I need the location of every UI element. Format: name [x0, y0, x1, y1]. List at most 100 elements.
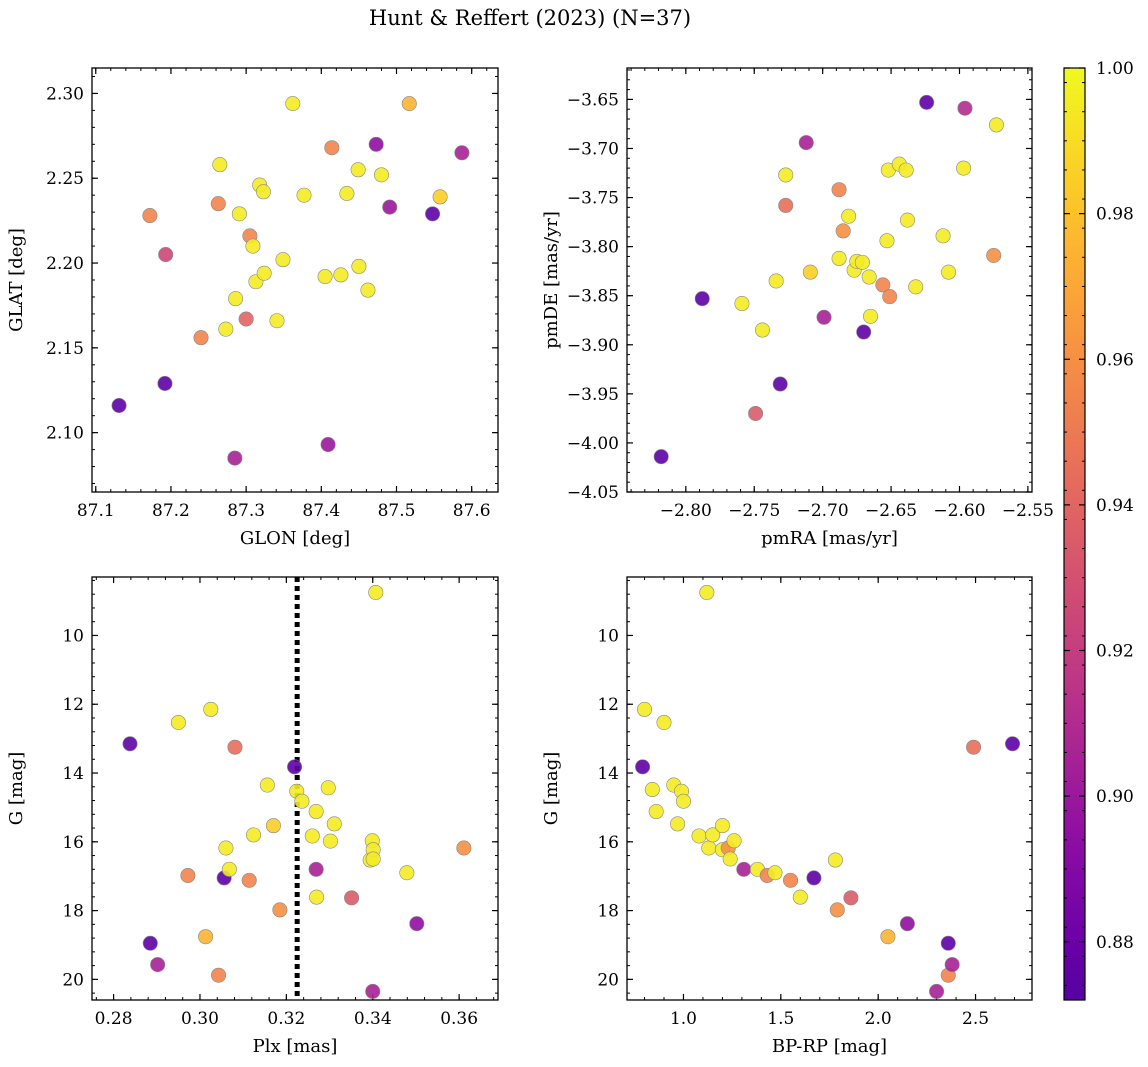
data-point [382, 199, 398, 215]
y-tick-label: −3.65 [567, 90, 619, 110]
data-point [308, 804, 324, 820]
axes-frame [91, 576, 499, 1001]
data-point [694, 291, 710, 307]
data-point [409, 916, 425, 932]
data-point [150, 957, 166, 973]
data-point [929, 983, 945, 999]
data-point [326, 816, 342, 832]
data-point [269, 313, 285, 329]
axes-frame [91, 67, 499, 493]
data-point [701, 840, 717, 856]
x-tick-label: −2.55 [1002, 501, 1054, 521]
y-tick-label: 14 [62, 764, 84, 784]
data-point [368, 136, 384, 152]
x-tick-label: 0.28 [95, 1009, 133, 1029]
data-point [944, 957, 960, 973]
data-point [211, 967, 227, 983]
data-point [726, 833, 742, 849]
y-tick-label: 12 [62, 695, 84, 715]
data-point [320, 780, 336, 796]
data-point [246, 827, 262, 843]
x-tick-label: 0.32 [267, 1009, 305, 1029]
y-tick-label: 16 [597, 833, 619, 853]
data-point [142, 935, 158, 951]
y-tick-label: 2.30 [46, 84, 84, 104]
data-point [221, 861, 237, 877]
x-tick-label: 0.36 [440, 1009, 478, 1029]
figure-title: Hunt & Reffert (2023) (N=37) [368, 6, 692, 30]
data-point [339, 186, 355, 202]
data-point [635, 759, 651, 775]
x-tick-label: 87.5 [378, 501, 416, 521]
x-tick-label: −2.65 [865, 501, 917, 521]
x-tick-label: −2.75 [728, 501, 780, 521]
y-tick-label: 20 [62, 970, 84, 990]
x-tick-label: −2.60 [933, 501, 985, 521]
x-tick-label: 1.0 [670, 1009, 697, 1029]
data-point [831, 182, 847, 198]
data-point [783, 872, 799, 888]
data-point [778, 197, 794, 213]
data-point [265, 818, 281, 834]
data-point [736, 861, 752, 877]
x-tick-label: 87.4 [302, 501, 340, 521]
data-point [193, 330, 209, 346]
data-point [365, 851, 381, 867]
data-point [231, 206, 247, 222]
data-point [1005, 736, 1021, 752]
x-tick-label: 2.5 [962, 1009, 989, 1029]
data-point [798, 135, 814, 151]
y-tick-label: −3.85 [567, 287, 619, 307]
y-tick-label: 12 [597, 695, 619, 715]
data-point [203, 701, 219, 717]
x-tick-label: −2.70 [797, 501, 849, 521]
data-point [754, 322, 770, 338]
data-point [879, 233, 895, 249]
data-point [768, 273, 784, 289]
colorbar: 0.88 0.90 0.92 0.94 0.96 0.98 1.00 [1063, 59, 1134, 1001]
colorbar-tick-label: 0.98 [1096, 205, 1134, 225]
data-point [365, 983, 381, 999]
data-point [899, 916, 915, 932]
x-axis-label: pmRA [mas/yr] [761, 528, 898, 549]
subplot-1: 87.1 87.2 87.3 87.4 87.5 87.6 2.10 2.15 2.20 2.25… [6, 67, 499, 549]
colorbar-gradient [1063, 67, 1086, 1001]
data-point [699, 584, 715, 600]
data-point [285, 96, 301, 112]
colorbar-tick-label: 0.90 [1096, 787, 1134, 807]
data-point [722, 851, 738, 867]
colorbar-tick-label: 0.92 [1096, 642, 1134, 662]
data-point [218, 840, 234, 856]
data-point [772, 376, 788, 392]
data-point [957, 100, 973, 116]
data-point [653, 449, 669, 465]
data-point [238, 311, 254, 327]
colorbar-tick-label: 1.00 [1096, 59, 1134, 79]
data-point [778, 167, 794, 183]
x-tick-label: 87.2 [152, 501, 190, 521]
x-tick-label: 0.30 [181, 1009, 219, 1029]
data-point [227, 450, 243, 466]
data-point [966, 739, 982, 755]
data-point [802, 264, 818, 280]
data-point [831, 250, 847, 266]
data-point [304, 828, 320, 844]
data-point [294, 793, 310, 809]
data-point [157, 375, 173, 391]
data-point [272, 902, 288, 918]
data-point [898, 162, 914, 178]
data-point [322, 833, 338, 849]
colorbar-tick-label: 0.94 [1096, 496, 1134, 516]
data-point [827, 852, 843, 868]
y-tick-label: 10 [62, 626, 84, 646]
data-point [368, 584, 384, 600]
colorbar-tick-label: 0.88 [1096, 933, 1134, 953]
data-point [350, 162, 366, 178]
data-point [227, 739, 243, 755]
data-point [816, 309, 832, 325]
data-point [829, 902, 845, 918]
data-point [705, 827, 721, 843]
x-tick-label: 87.6 [453, 501, 491, 521]
subplot-2: −2.80 −2.75 −2.70 −2.65 −2.60 −2.55 −4.05 −4.00… [541, 67, 1054, 549]
data-point [863, 308, 879, 324]
